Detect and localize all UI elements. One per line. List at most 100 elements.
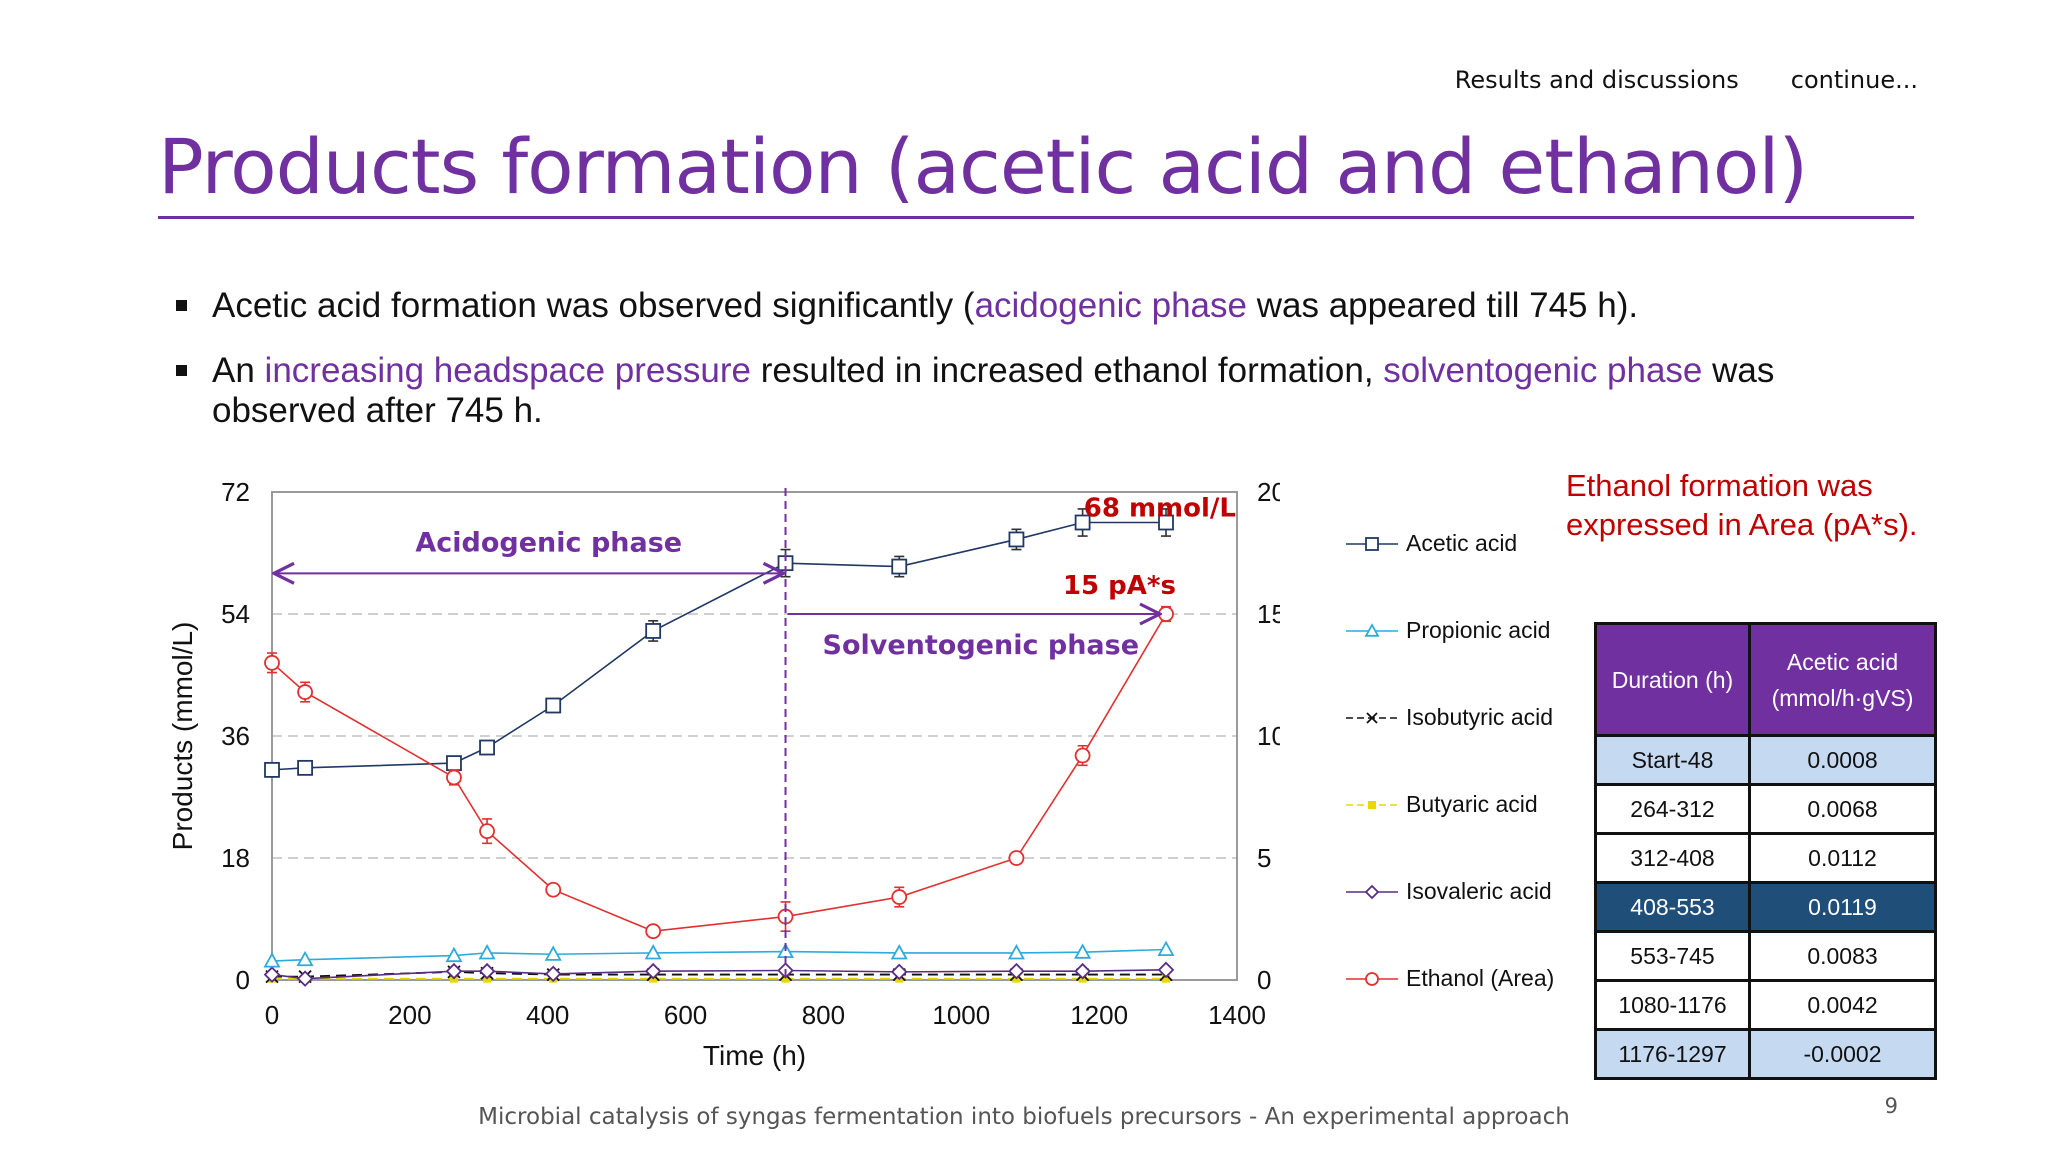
highlight-text: acidogenic phase — [974, 286, 1247, 325]
bullet-item: An increasing headspace pressure resulte… — [176, 351, 1876, 431]
data-point — [645, 923, 662, 940]
data-point — [296, 970, 314, 987]
y-tick-label: 72 — [221, 477, 250, 507]
bullet-item: Acetic acid formation was observed signi… — [176, 286, 1876, 326]
x-axis-title: Time (h) — [703, 1040, 806, 1071]
data-point — [297, 684, 313, 700]
legend-swatch — [1346, 971, 1398, 986]
x-tick-label: 200 — [388, 1000, 431, 1030]
data-point — [264, 654, 280, 671]
legend-swatch — [1346, 536, 1398, 551]
bullet-text: An — [212, 351, 265, 390]
plot-frame — [271, 491, 1238, 981]
data-point — [445, 946, 463, 963]
data-point — [1074, 962, 1091, 980]
data-point — [1158, 606, 1174, 622]
series-line — [271, 613, 1167, 933]
data-point — [645, 623, 662, 639]
acidogenic-label: Acidogenic phase — [415, 527, 682, 558]
data-point — [1368, 800, 1376, 809]
data-point — [1007, 944, 1025, 960]
data-point — [1162, 974, 1171, 983]
table-row: Start-48 0.0008 — [1594, 734, 1937, 786]
section-label: Results and discussions — [1454, 66, 1739, 94]
data-point — [1074, 747, 1091, 764]
data-point — [890, 963, 908, 981]
table-header-row: Duration (h) Acetic acid (mmol/h·gVS) — [1594, 622, 1937, 737]
data-point — [644, 962, 662, 980]
data-point — [1158, 514, 1174, 531]
ethanol-note: Ethanol formation was expressed in Area … — [1566, 468, 1918, 542]
legend-item: Isovaleric acid — [1344, 848, 1554, 935]
legend-label: Ethanol (Area) — [1406, 965, 1555, 991]
table-row: 1176-1297 -0.0002 — [1594, 1028, 1937, 1080]
legend-item: Propionic acid — [1344, 587, 1554, 674]
bullet-list: Acetic acid formation was observed signi… — [176, 286, 1876, 456]
data-point — [1074, 514, 1091, 531]
title-underline — [158, 216, 1914, 219]
table-row: 264-312 0.0068 — [1594, 783, 1937, 835]
y2-tick-label: 20 — [1257, 477, 1280, 507]
rate-cell: 0.0119 — [1748, 881, 1937, 933]
y-tick-label: 54 — [221, 599, 250, 629]
data-point — [890, 944, 908, 960]
rate-cell: 0.0112 — [1748, 832, 1937, 884]
table-body: Start-48 0.0008 264-312 0.0068 312-408 0.0112… — [1594, 734, 1937, 1080]
data-point — [545, 697, 562, 714]
legend-swatch — [1346, 884, 1398, 899]
x-tick-label: 600 — [664, 1000, 707, 1030]
legend-swatch — [1346, 800, 1398, 809]
legend-swatch — [1346, 711, 1398, 724]
data-point — [644, 944, 662, 960]
series-acetic-acid — [264, 508, 1174, 778]
data-point — [1365, 536, 1379, 551]
rate-cell: 0.0083 — [1748, 930, 1937, 982]
continue-label: continue... — [1790, 66, 1918, 94]
table-row: 408-553 0.0119 — [1594, 881, 1937, 933]
series-butyaric-acid — [268, 974, 1171, 983]
y2-tick-label: 0 — [1257, 965, 1271, 995]
data-point — [1365, 971, 1379, 986]
legend-item: Acetic acid — [1344, 500, 1554, 587]
data-point — [1008, 850, 1025, 866]
data-point — [263, 966, 281, 983]
series-line — [271, 948, 1167, 962]
data-point — [1366, 711, 1378, 724]
duration-cell: 312-408 — [1594, 832, 1751, 884]
series-isovaleric-acid — [263, 961, 1175, 987]
acetic-acid-rate-table: Duration (h) Acetic acid (mmol/h·gVS) St… — [1594, 622, 1937, 1080]
duration-header: Duration (h) — [1594, 622, 1751, 737]
chart-legend: Acetic acid Propionic acid Isobutyric acid… — [1344, 500, 1554, 1022]
legend-swatch — [1346, 622, 1398, 637]
data-point — [479, 739, 495, 756]
legend-label: Isovaleric acid — [1406, 878, 1552, 904]
data-point — [264, 761, 280, 778]
legend-label: Isobutyric acid — [1406, 704, 1554, 730]
legend-item: Butyaric acid — [1344, 761, 1554, 848]
legend-item: Ethanol (Area) — [1344, 935, 1554, 1022]
data-point — [1157, 961, 1175, 979]
series-propionic-acid — [263, 940, 1175, 968]
data-point — [891, 558, 908, 575]
y-axis-title: Products (mmol/L) — [167, 622, 198, 851]
table-row: 553-745 0.0083 — [1594, 930, 1937, 982]
duration-cell: Start-48 — [1594, 734, 1751, 786]
y2-tick-label: 5 — [1257, 843, 1271, 873]
highlight-text: increasing headspace pressure — [264, 351, 751, 390]
bullet-text: was observed after 745 h. — [212, 351, 1775, 430]
rate-cell: 0.0008 — [1748, 734, 1937, 786]
data-point — [446, 755, 462, 772]
data-point — [1074, 943, 1092, 959]
legend-item: Isobutyric acid — [1344, 674, 1554, 761]
highlight-text: solventogenic phase — [1383, 351, 1703, 390]
x-tick-label: 400 — [526, 1000, 569, 1030]
data-point — [1157, 940, 1175, 957]
x-tick-label: 0 — [265, 1000, 279, 1030]
duration-cell: 1080-1176 — [1594, 979, 1751, 1031]
slide-title: Products formation (acetic acid and etha… — [158, 122, 1808, 211]
rate-header: Acetic acid (mmol/h·gVS) — [1748, 622, 1937, 737]
solventogenic-label: Solventogenic phase — [823, 630, 1140, 661]
bullet-text: was appeared till 745 h). — [1247, 286, 1639, 325]
rate-cell: -0.0002 — [1748, 1028, 1937, 1080]
